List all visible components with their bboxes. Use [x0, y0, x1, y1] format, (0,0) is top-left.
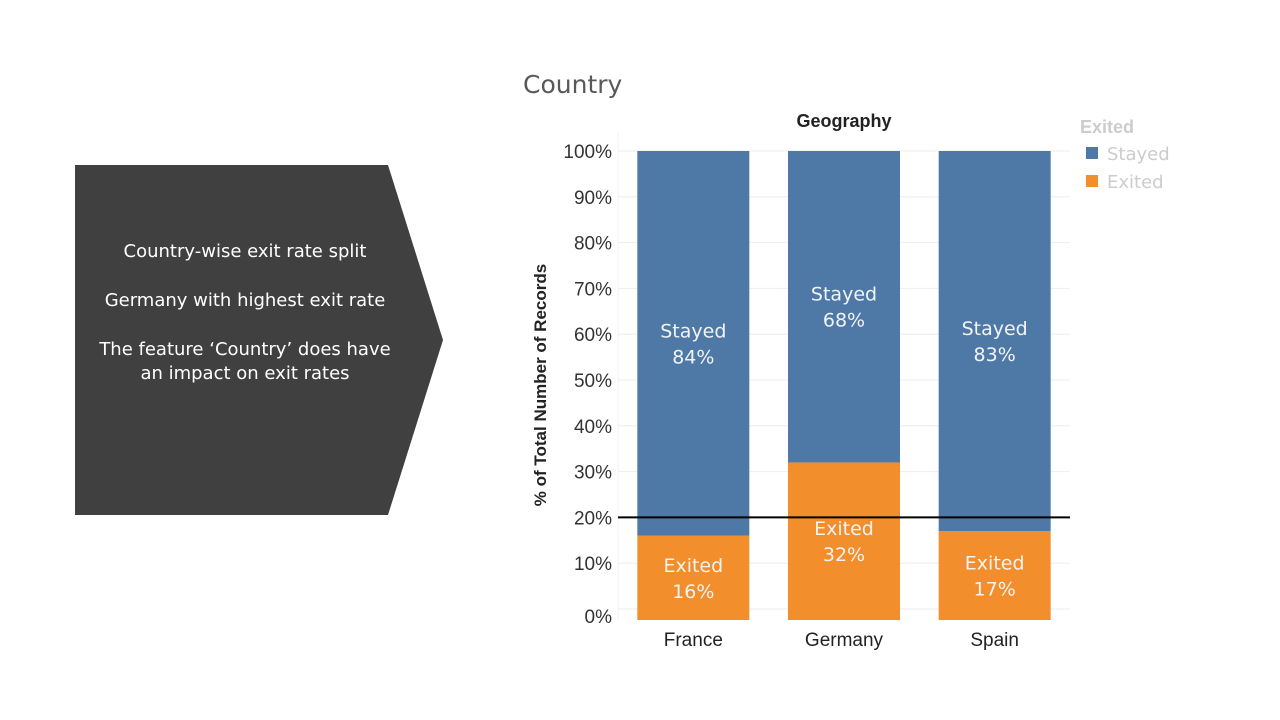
legend-title: Exited: [1080, 117, 1134, 137]
bar-label-value: 68%: [823, 310, 865, 332]
bar-label-value: 83%: [974, 344, 1016, 366]
y-tick-label: 80%: [574, 234, 612, 255]
callout-text: Country-wise exit rate split Germany wit…: [95, 240, 395, 411]
y-tick-label: 10%: [574, 554, 612, 575]
callout-line-1: Country-wise exit rate split: [123, 241, 367, 262]
legend-swatch-stayed: [1086, 147, 1098, 159]
bar-exited-france: [637, 535, 750, 620]
y-tick-label: 90%: [574, 188, 612, 209]
callout-line-3: The feature ‘Country’ does have an impac…: [99, 339, 391, 384]
legend-label-stayed: Stayed: [1107, 144, 1170, 165]
bar-stayed-germany: [788, 151, 900, 463]
legend-label-exited: Exited: [1107, 172, 1164, 193]
bar-label-value: 17%: [974, 579, 1016, 601]
y-tick-label: 50%: [574, 371, 612, 392]
bar-stayed-spain: [938, 151, 1051, 532]
bar-label-name: Exited: [663, 555, 723, 577]
y-tick-label: 30%: [574, 463, 612, 484]
bar-exited-spain: [938, 531, 1051, 620]
y-tick-label: 70%: [574, 279, 612, 300]
y-tick-label: 100%: [563, 142, 612, 163]
legend-swatch-exited: [1086, 175, 1098, 187]
callout-line-2: Germany with highest exit rate: [104, 290, 386, 311]
y-tick-label: 40%: [574, 417, 612, 438]
slide-title: Country: [523, 70, 623, 99]
y-tick-label: 0%: [585, 607, 613, 628]
y-axis-label: % of Total Number of Records: [531, 264, 550, 506]
x-tick-label: France: [664, 630, 723, 651]
bar-label-name: Stayed: [660, 320, 726, 342]
bar-label-value: 16%: [672, 581, 714, 603]
bar-exited-germany: [788, 462, 900, 620]
bar-label-value: 84%: [672, 346, 714, 368]
y-tick-label: 60%: [574, 325, 612, 346]
chart-title: Geography: [796, 111, 891, 131]
x-tick-label: Germany: [805, 630, 884, 651]
stacked-bar-chart: 0% 10% 20% 30% 40% 50% 60% 70% 80% 90% 100% Geograp…: [531, 111, 1170, 651]
bar-label-value: 32%: [823, 544, 865, 566]
callout-arrow-shape: [75, 165, 443, 515]
x-tick-label: Spain: [970, 630, 1019, 651]
bar-label-name: Exited: [965, 553, 1025, 575]
bar-label-name: Stayed: [962, 318, 1028, 340]
bar-label-name: Exited: [814, 518, 874, 540]
bar-stayed-france: [637, 151, 750, 536]
y-tick-label: 20%: [574, 508, 612, 529]
bar-label-name: Stayed: [811, 284, 877, 306]
